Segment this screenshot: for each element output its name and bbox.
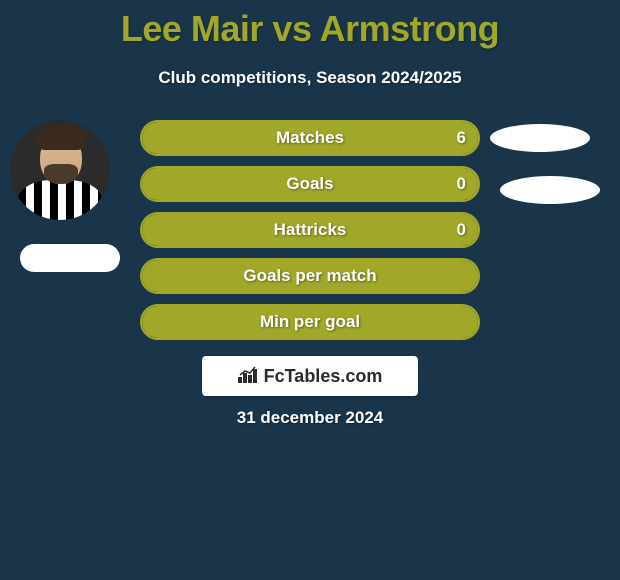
chart-icon [238,365,260,388]
branding-text: FcTables.com [264,366,383,387]
stat-label: Hattricks [274,220,347,240]
branding-badge: FcTables.com [202,356,418,396]
player-right-pill-1 [490,124,590,152]
stat-rows: Matches 6 Goals 0 Hattricks 0 Goals per … [140,120,480,350]
stat-row-matches: Matches 6 [140,120,480,156]
stat-value: 0 [457,220,466,240]
stat-label: Matches [276,128,344,148]
page-title: Lee Mair vs Armstrong [0,0,620,50]
player-left-avatar [10,120,110,220]
stat-value: 6 [457,128,466,148]
date-text: 31 december 2024 [0,408,620,428]
stat-row-min-per-goal: Min per goal [140,304,480,340]
player-left-name-pill [20,244,120,272]
stat-row-goals-per-match: Goals per match [140,258,480,294]
page-subtitle: Club competitions, Season 2024/2025 [0,68,620,88]
stat-label: Min per goal [260,312,360,332]
stat-row-hattricks: Hattricks 0 [140,212,480,248]
stat-label: Goals [286,174,333,194]
stat-row-goals: Goals 0 [140,166,480,202]
stat-value: 0 [457,174,466,194]
stat-label: Goals per match [243,266,376,286]
player-right-pill-2 [500,176,600,204]
